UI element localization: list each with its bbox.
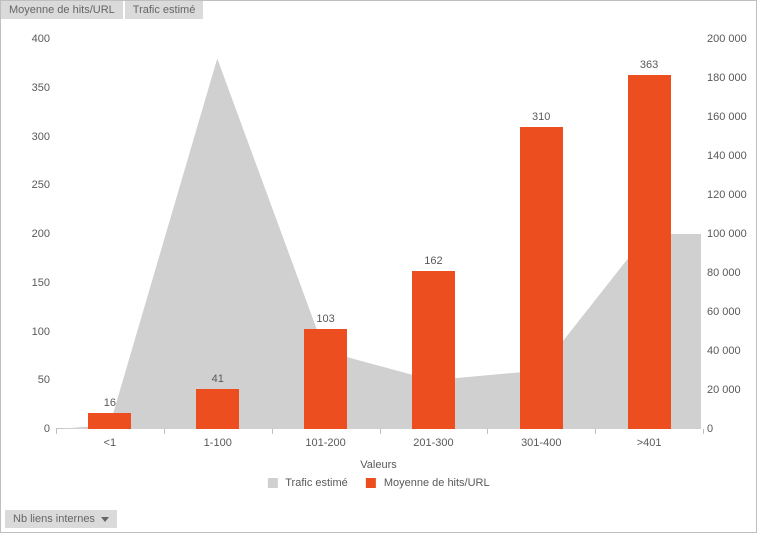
- bar-value-label: 310: [532, 111, 550, 123]
- chart-frame: Moyenne de hits/URL Trafic estimé 050100…: [0, 0, 757, 533]
- x-category-label: >401: [637, 437, 662, 449]
- legend-item-trafic: Trafic estimé: [267, 477, 347, 489]
- toggle-moyenne-hits[interactable]: Moyenne de hits/URL: [1, 1, 123, 19]
- y-left-tick: 0: [44, 423, 50, 435]
- legend-label-moyenne: Moyenne de hits/URL: [384, 477, 490, 489]
- y-left-tick: 350: [32, 82, 50, 94]
- bar: 103: [304, 329, 347, 429]
- y-right-tick: 120 000: [707, 189, 747, 201]
- area-series-trafic: [56, 39, 701, 429]
- bar: 41: [196, 389, 239, 429]
- y-left-tick: 200: [32, 228, 50, 240]
- toggle-trafic-estime[interactable]: Trafic estimé: [125, 1, 204, 19]
- y-right-tick: 140 000: [707, 150, 747, 162]
- legend-swatch-area: [267, 478, 277, 488]
- x-category-label: 201-300: [413, 437, 453, 449]
- y-right-tick: 60 000: [707, 306, 741, 318]
- series-toggle-group: Moyenne de hits/URL Trafic estimé: [1, 1, 205, 19]
- bar-value-label: 363: [640, 59, 658, 71]
- bar: 16: [88, 413, 131, 429]
- y-left-tick: 50: [38, 374, 50, 386]
- y-left-tick: 100: [32, 326, 50, 338]
- y-right-tick: 180 000: [707, 72, 747, 84]
- bar-value-label: 103: [316, 313, 334, 325]
- y-left-tick: 400: [32, 33, 50, 45]
- dimension-select[interactable]: Nb liens internes: [5, 510, 117, 528]
- legend-label-trafic: Trafic estimé: [285, 477, 348, 489]
- y-right-tick: 200 000: [707, 33, 747, 45]
- y-left-tick: 300: [32, 131, 50, 143]
- y-right-tick: 100 000: [707, 228, 747, 240]
- y-right-tick: 80 000: [707, 267, 741, 279]
- dimension-select-label: Nb liens internes: [13, 513, 95, 525]
- y-right-tick: 0: [707, 423, 713, 435]
- x-axis-title: Valeurs: [360, 459, 396, 471]
- bar-value-label: 41: [212, 373, 224, 385]
- y-left-tick: 150: [32, 277, 50, 289]
- bar: 310: [520, 127, 563, 429]
- y-right-tick: 40 000: [707, 345, 741, 357]
- plot-area: 050100150200250300350400020 00040 00060 …: [56, 39, 701, 429]
- bar-value-label: 162: [424, 255, 442, 267]
- x-category-label: 1-100: [204, 437, 232, 449]
- legend: Trafic estimé Moyenne de hits/URL: [267, 477, 489, 489]
- x-category-label: 101-200: [305, 437, 345, 449]
- y-left-tick: 250: [32, 179, 50, 191]
- legend-swatch-bar: [366, 478, 376, 488]
- bar: 363: [628, 75, 671, 429]
- legend-item-moyenne: Moyenne de hits/URL: [366, 477, 490, 489]
- bar-value-label: 16: [104, 397, 116, 409]
- y-right-tick: 160 000: [707, 111, 747, 123]
- y-right-tick: 20 000: [707, 384, 741, 396]
- x-category-label: 301-400: [521, 437, 561, 449]
- bar: 162: [412, 271, 455, 429]
- x-category-label: <1: [104, 437, 117, 449]
- caret-down-icon: [101, 517, 109, 522]
